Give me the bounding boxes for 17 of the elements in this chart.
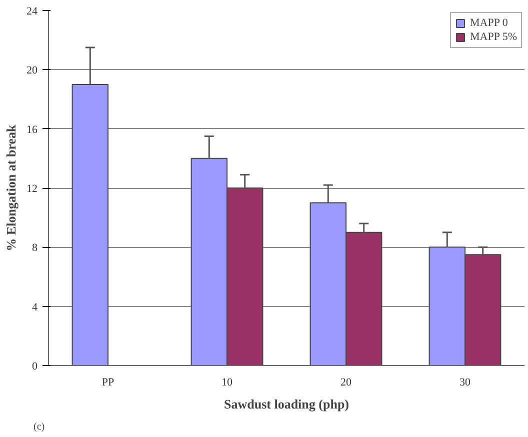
y-tick-label: 4 (32, 301, 38, 314)
x-tick-label: 10 (222, 376, 233, 388)
y-tick-label: 8 (32, 242, 38, 254)
x-tick-label: 30 (460, 376, 471, 388)
y-tick-label: 24 (26, 6, 38, 18)
y-axis-title: % Elongation at break (4, 124, 18, 252)
text: (c) (34, 422, 45, 432)
x-tick-label: PP (102, 376, 114, 388)
x-tick-label: 20 (340, 376, 352, 388)
y-tick-label: 12 (26, 183, 38, 195)
bar (72, 84, 108, 366)
legend-label: MAPP 0 (470, 17, 508, 29)
y-tick-label: 20 (26, 64, 38, 77)
legend-label: MAPP 5% (470, 31, 517, 43)
x-axis-title: Sawdust loading (php) (224, 396, 349, 412)
y-tick-label: 16 (26, 124, 38, 136)
y-tick-label: 0 (32, 360, 38, 372)
